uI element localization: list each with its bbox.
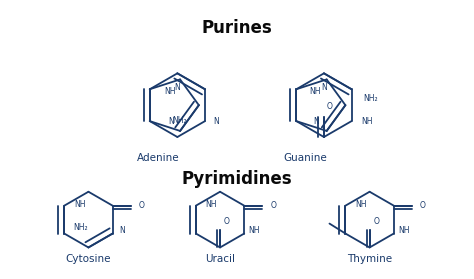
Text: NH: NH [398,226,409,235]
Text: N: N [321,83,327,92]
Text: Thymine: Thymine [347,254,392,264]
Text: O: O [138,201,145,210]
Text: Adenine: Adenine [137,153,180,163]
Text: Uracil: Uracil [205,254,235,264]
Text: NH: NH [362,117,373,126]
Text: NH₂: NH₂ [172,116,187,125]
Text: NH: NH [355,200,366,209]
Text: Cytosine: Cytosine [66,254,111,264]
Text: N: N [168,117,174,126]
Text: N: N [213,117,219,126]
Text: O: O [374,217,380,225]
Text: NH: NH [164,87,176,96]
Text: NH₂: NH₂ [364,94,378,103]
Text: N: N [119,226,125,235]
Text: NH: NH [309,87,321,96]
Text: O: O [270,201,276,210]
Text: Purines: Purines [201,19,273,37]
Text: O: O [327,102,333,111]
Text: NH: NH [206,200,217,209]
Text: N: N [313,117,319,126]
Text: NH₂: NH₂ [73,223,88,232]
Text: NH: NH [74,200,85,209]
Text: NH: NH [248,226,260,235]
Text: Guanine: Guanine [283,153,327,163]
Text: N: N [174,83,180,92]
Text: Pyrimidines: Pyrimidines [182,170,292,188]
Text: O: O [224,217,230,225]
Text: O: O [419,201,426,210]
